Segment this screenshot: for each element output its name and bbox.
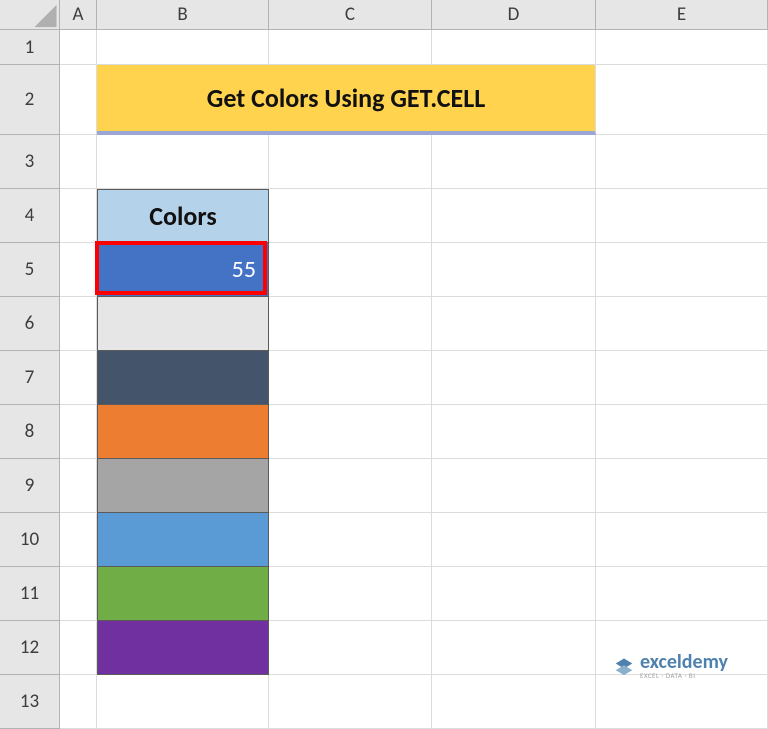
cell-D7[interactable] — [432, 351, 596, 405]
cell-C12[interactable] — [269, 621, 432, 675]
column-headers: ABCDE — [60, 0, 768, 30]
cell-E7[interactable] — [596, 351, 768, 405]
column-header-C[interactable]: C — [269, 0, 432, 30]
cell-C11[interactable] — [269, 567, 432, 621]
cells-grid: Get Colors Using GET.CELL Colors55 — [60, 30, 768, 729]
cell-D6[interactable] — [432, 297, 596, 351]
row-headers: 12345678910111213 — [0, 30, 60, 729]
cell-A10[interactable] — [60, 513, 97, 567]
watermark-text: exceldemy — [640, 652, 728, 672]
color-cell-4[interactable] — [97, 405, 269, 459]
cell-D5[interactable] — [432, 243, 596, 297]
cell-E2[interactable] — [596, 65, 768, 135]
cell-E13[interactable] — [596, 675, 768, 729]
cell-E5[interactable] — [596, 243, 768, 297]
exceldemy-logo-icon — [614, 656, 634, 676]
cell-A4[interactable] — [60, 189, 97, 243]
cell-A9[interactable] — [60, 459, 97, 513]
cell-E6[interactable] — [596, 297, 768, 351]
cell-E8[interactable] — [596, 405, 768, 459]
column-header-D[interactable]: D — [432, 0, 596, 30]
cell-E3[interactable] — [596, 135, 768, 189]
cell-B13[interactable] — [97, 675, 269, 729]
row-header-6[interactable]: 6 — [0, 297, 60, 351]
cell-E11[interactable] — [596, 567, 768, 621]
row-header-4[interactable]: 4 — [0, 189, 60, 243]
cell-C13[interactable] — [269, 675, 432, 729]
column-header-B[interactable]: B — [97, 0, 269, 30]
cell-D3[interactable] — [432, 135, 596, 189]
title-cell[interactable]: Get Colors Using GET.CELL — [97, 65, 596, 135]
column-header-E[interactable]: E — [596, 0, 768, 30]
cell-C10[interactable] — [269, 513, 432, 567]
row-header-10[interactable]: 10 — [0, 513, 60, 567]
color-cell-1[interactable]: 55 — [97, 243, 269, 297]
color-cell-5[interactable] — [97, 459, 269, 513]
color-cell-2[interactable] — [97, 297, 269, 351]
row-header-1[interactable]: 1 — [0, 30, 60, 65]
cell-D9[interactable] — [432, 459, 596, 513]
watermark-sub: EXCEL · DATA · BI — [640, 672, 728, 679]
color-cell-3[interactable] — [97, 351, 269, 405]
column-header-A[interactable]: A — [60, 0, 97, 30]
row-header-8[interactable]: 8 — [0, 405, 60, 459]
cell-A3[interactable] — [60, 135, 97, 189]
cell-C9[interactable] — [269, 459, 432, 513]
color-cell-7[interactable] — [97, 567, 269, 621]
cell-D4[interactable] — [432, 189, 596, 243]
cell-C7[interactable] — [269, 351, 432, 405]
cell-A11[interactable] — [60, 567, 97, 621]
cell-E10[interactable] — [596, 513, 768, 567]
cell-B3[interactable] — [97, 135, 269, 189]
cell-D10[interactable] — [432, 513, 596, 567]
cell-E9[interactable] — [596, 459, 768, 513]
colors-table-header[interactable]: Colors — [97, 189, 269, 243]
cell-D12[interactable] — [432, 621, 596, 675]
cell-B1[interactable] — [97, 30, 269, 65]
cell-A13[interactable] — [60, 675, 97, 729]
cell-A12[interactable] — [60, 621, 97, 675]
color-cell-8[interactable] — [97, 621, 269, 675]
cell-A6[interactable] — [60, 297, 97, 351]
cell-A7[interactable] — [60, 351, 97, 405]
cell-C3[interactable] — [269, 135, 432, 189]
row-header-11[interactable]: 11 — [0, 567, 60, 621]
cell-C6[interactable] — [269, 297, 432, 351]
row-header-3[interactable]: 3 — [0, 135, 60, 189]
cell-A8[interactable] — [60, 405, 97, 459]
cell-D8[interactable] — [432, 405, 596, 459]
row-header-9[interactable]: 9 — [0, 459, 60, 513]
cell-C1[interactable] — [269, 30, 432, 65]
spreadsheet: ABCDE 12345678910111213 Get Colors Using… — [0, 0, 768, 709]
cell-D11[interactable] — [432, 567, 596, 621]
row-header-2[interactable]: 2 — [0, 65, 60, 135]
row-header-5[interactable]: 5 — [0, 243, 60, 297]
cell-C4[interactable] — [269, 189, 432, 243]
select-all-corner[interactable] — [0, 0, 60, 30]
row-header-7[interactable]: 7 — [0, 351, 60, 405]
cell-C8[interactable] — [269, 405, 432, 459]
cell-A2[interactable] — [60, 65, 97, 135]
cell-D1[interactable] — [432, 30, 596, 65]
cell-A1[interactable] — [60, 30, 97, 65]
cell-E1[interactable] — [596, 30, 768, 65]
color-cell-6[interactable] — [97, 513, 269, 567]
cell-A5[interactable] — [60, 243, 97, 297]
cell-E4[interactable] — [596, 189, 768, 243]
row-header-13[interactable]: 13 — [0, 675, 60, 729]
cell-C5[interactable] — [269, 243, 432, 297]
watermark: exceldemy EXCEL · DATA · BI — [614, 652, 728, 679]
cell-D13[interactable] — [432, 675, 596, 729]
row-header-12[interactable]: 12 — [0, 621, 60, 675]
